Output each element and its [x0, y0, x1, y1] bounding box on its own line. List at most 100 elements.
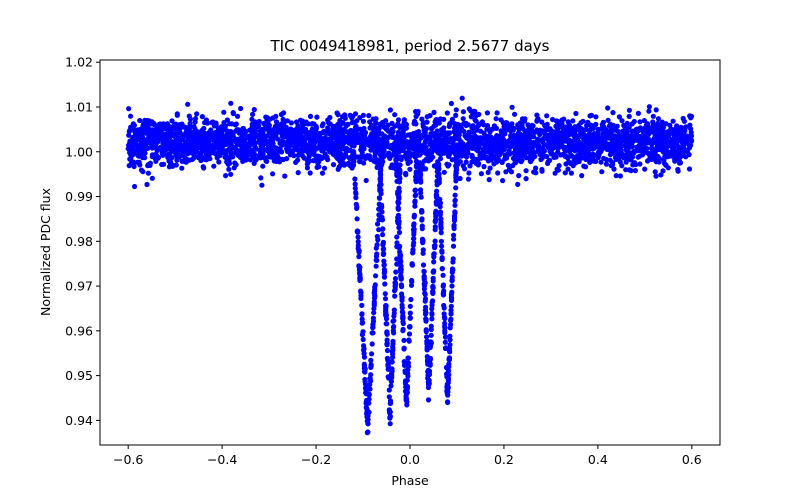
data-point	[464, 135, 470, 141]
data-point	[688, 129, 694, 135]
data-point	[607, 157, 613, 163]
data-point	[368, 133, 374, 139]
data-point	[132, 141, 138, 147]
data-point	[446, 346, 452, 352]
data-point	[435, 146, 441, 152]
data-point	[238, 143, 244, 149]
data-point	[424, 347, 430, 353]
data-point	[415, 138, 421, 144]
data-point	[400, 328, 406, 334]
data-point	[448, 294, 454, 300]
data-point	[349, 115, 355, 121]
data-point	[202, 120, 208, 126]
data-point	[453, 107, 459, 113]
data-point	[428, 126, 434, 132]
data-point	[572, 136, 578, 142]
data-point	[387, 408, 393, 414]
data-point	[377, 149, 383, 155]
data-point	[448, 303, 454, 309]
data-point	[333, 153, 339, 160]
data-point	[534, 118, 540, 124]
data-point	[382, 142, 388, 148]
data-point	[453, 112, 459, 118]
data-point	[427, 113, 433, 119]
data-point	[404, 139, 410, 145]
data-point	[407, 303, 413, 309]
data-point	[358, 290, 364, 296]
data-point	[397, 125, 403, 131]
data-point	[650, 119, 656, 125]
data-point	[221, 126, 227, 133]
data-point	[677, 160, 684, 166]
data-point	[589, 123, 595, 129]
data-point	[660, 168, 666, 174]
data-point	[539, 119, 545, 125]
data-point	[626, 151, 632, 157]
data-point	[207, 133, 213, 139]
data-point	[409, 261, 415, 267]
data-point	[458, 139, 464, 145]
data-point	[485, 169, 491, 175]
data-point	[367, 125, 373, 131]
data-point	[396, 225, 402, 231]
data-point	[170, 163, 176, 169]
data-point	[447, 333, 453, 339]
data-point	[439, 266, 445, 272]
data-point	[501, 124, 507, 130]
data-point	[437, 196, 443, 202]
data-point	[293, 119, 300, 125]
data-point	[194, 129, 200, 135]
data-point	[581, 163, 587, 169]
data-point	[263, 114, 269, 120]
data-point	[284, 118, 290, 124]
data-point	[630, 162, 636, 168]
data-point	[360, 336, 366, 343]
data-point	[622, 124, 628, 130]
data-point	[646, 104, 653, 110]
data-point	[397, 250, 403, 256]
data-point	[556, 123, 562, 130]
data-point	[342, 115, 348, 121]
data-point	[617, 173, 624, 179]
data-point	[444, 110, 450, 116]
data-point	[419, 208, 425, 214]
data-point	[440, 272, 446, 278]
data-point	[681, 118, 688, 124]
data-point	[446, 151, 452, 157]
data-point	[687, 122, 693, 128]
data-point	[433, 213, 439, 220]
data-point	[381, 246, 387, 252]
data-point	[319, 144, 325, 150]
data-point	[581, 142, 587, 148]
data-point	[353, 134, 359, 140]
data-point	[424, 334, 430, 340]
data-point	[570, 118, 576, 124]
data-point	[613, 173, 619, 179]
data-point	[686, 166, 693, 172]
data-point	[562, 148, 569, 154]
data-point	[422, 298, 428, 304]
x-tick-label: 0.2	[494, 452, 514, 467]
data-point	[485, 158, 491, 164]
data-point	[584, 137, 590, 143]
data-point	[646, 137, 653, 143]
data-point	[125, 146, 131, 152]
data-point	[159, 150, 165, 156]
data-point	[388, 130, 395, 136]
data-point	[503, 169, 509, 175]
data-point	[240, 136, 246, 142]
data-point	[429, 310, 435, 316]
data-point	[425, 379, 431, 385]
data-point	[527, 129, 533, 135]
data-point	[246, 143, 252, 149]
data-point	[353, 189, 359, 195]
data-point	[453, 185, 459, 191]
data-point	[420, 240, 426, 246]
data-point	[586, 131, 593, 137]
data-point	[127, 156, 133, 162]
data-point	[187, 123, 193, 129]
data-point	[387, 107, 393, 113]
data-point	[388, 142, 394, 149]
data-point	[214, 155, 220, 161]
data-point	[488, 150, 494, 157]
